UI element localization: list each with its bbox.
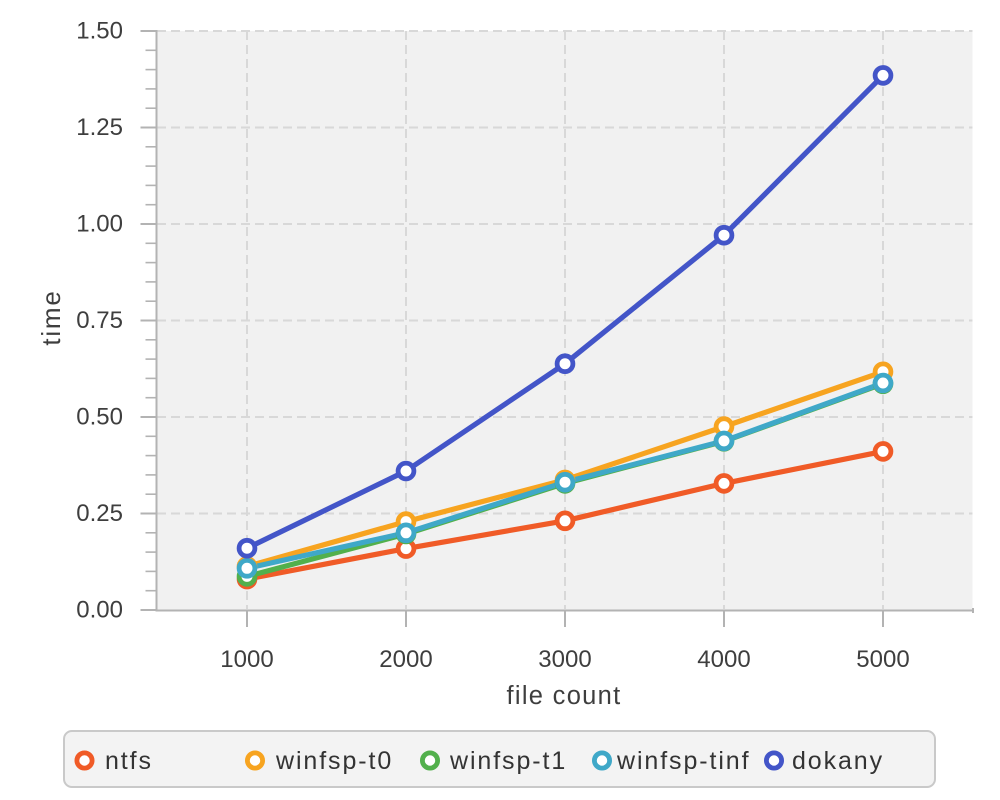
svg-text:4000: 4000: [697, 646, 750, 673]
svg-text:winfsp-tinf: winfsp-tinf: [616, 747, 750, 775]
svg-text:0.25: 0.25: [76, 500, 123, 527]
svg-text:5000: 5000: [856, 646, 909, 673]
svg-text:ntfs: ntfs: [105, 747, 153, 775]
svg-text:0.50: 0.50: [76, 404, 123, 431]
svg-text:1.50: 1.50: [76, 18, 123, 45]
svg-text:1.25: 1.25: [76, 114, 123, 141]
svg-text:1000: 1000: [220, 646, 273, 673]
svg-text:1.00: 1.00: [76, 211, 123, 238]
svg-text:winfsp-t0: winfsp-t0: [275, 747, 393, 775]
svg-text:2000: 2000: [379, 646, 432, 673]
svg-text:file count: file count: [506, 682, 621, 710]
svg-text:winfsp-t1: winfsp-t1: [449, 747, 567, 775]
svg-text:3000: 3000: [538, 646, 591, 673]
svg-text:0.75: 0.75: [76, 307, 123, 334]
svg-text:dokany: dokany: [792, 747, 884, 775]
svg-text:time: time: [36, 289, 66, 345]
svg-text:0.00: 0.00: [76, 597, 123, 624]
